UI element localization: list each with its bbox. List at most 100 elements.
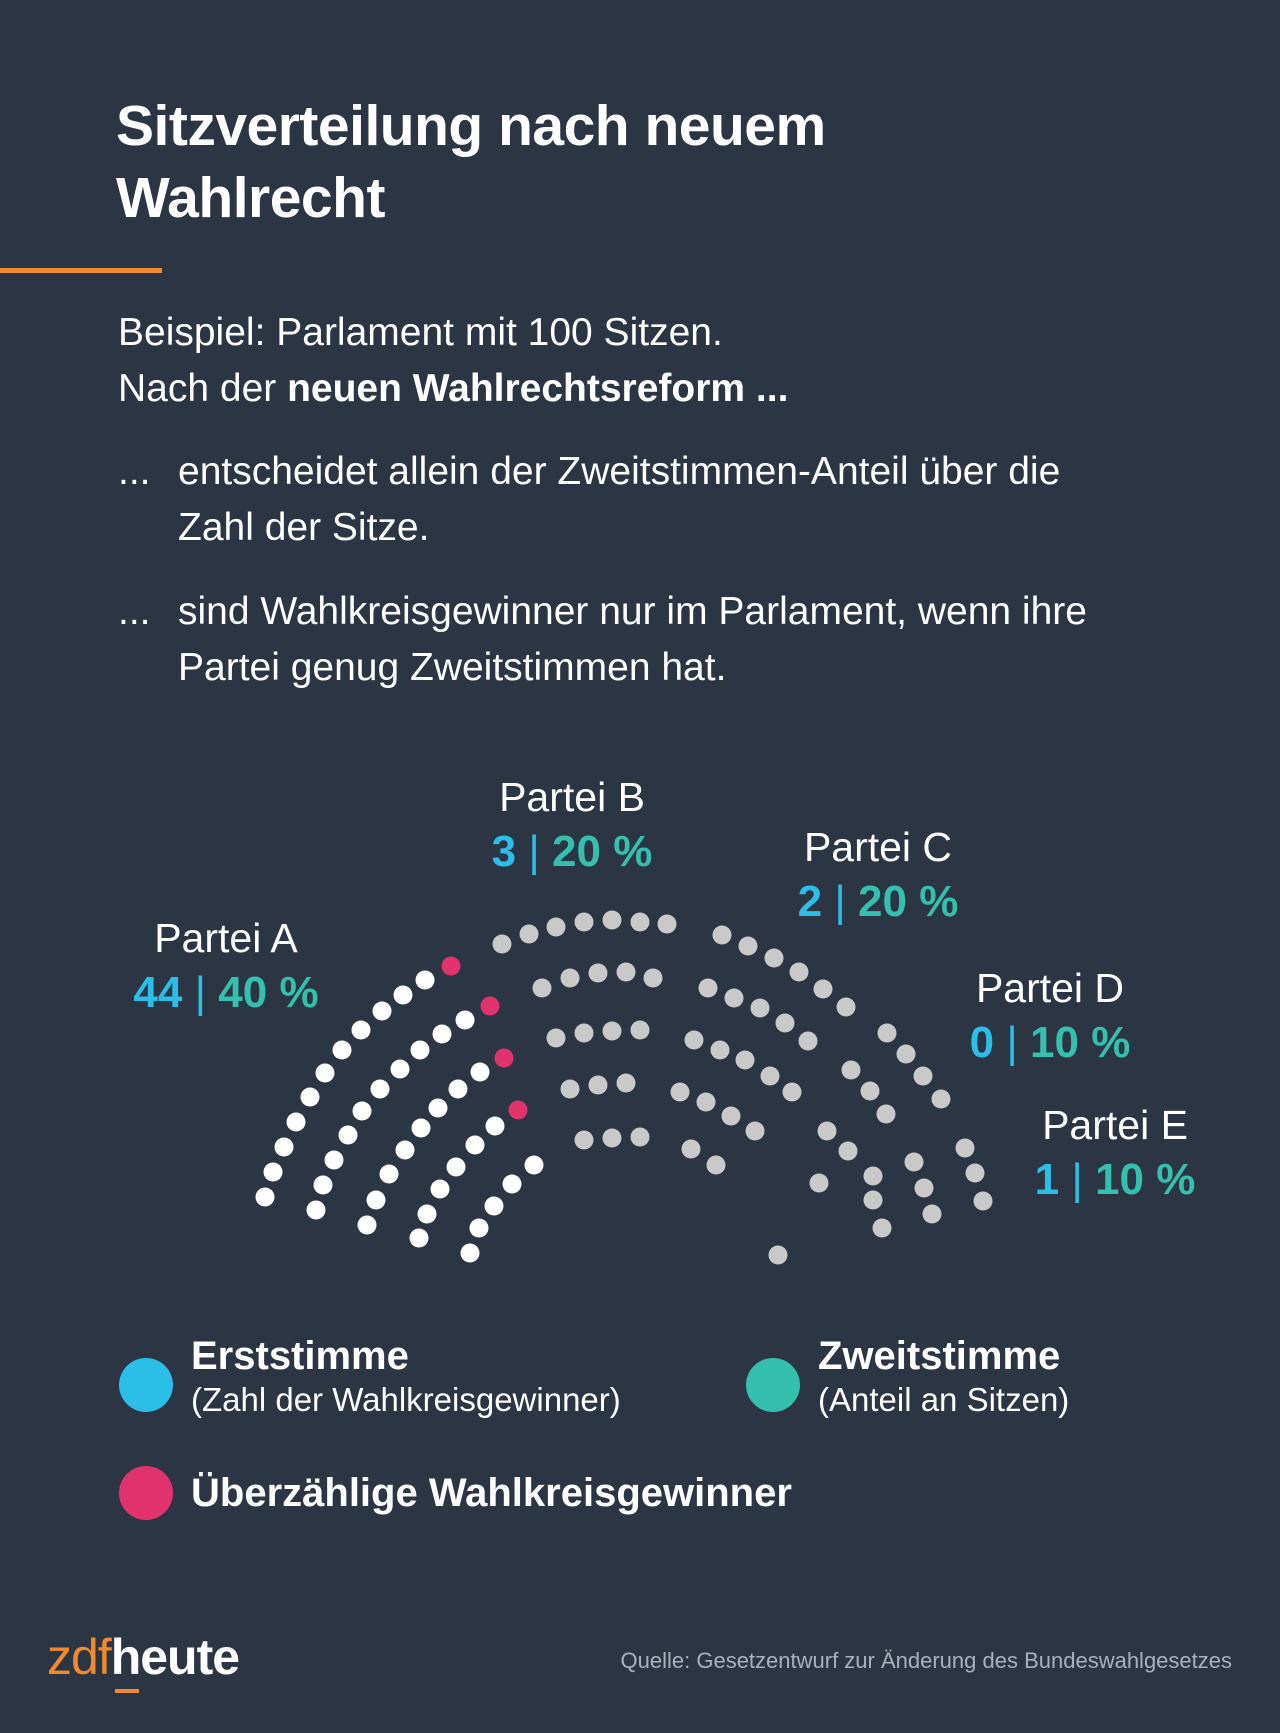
- legend-dot-erststimme: [119, 1358, 173, 1412]
- intro-text: Beispiel: Parlament mit 100 Sitzen. Nach…: [118, 305, 788, 417]
- seat-party-e: [863, 1190, 883, 1210]
- party-label-e: Partei E 1 | 10 %: [995, 1105, 1235, 1202]
- seat-party-e: [904, 1152, 924, 1172]
- seat-party-b: [546, 1028, 566, 1048]
- seat-party-b: [602, 1128, 622, 1148]
- seat-party-e: [914, 1178, 934, 1198]
- party-values: 1 | 10 %: [995, 1158, 1235, 1202]
- seat-party-c: [696, 1092, 716, 1112]
- seat-party-c: [789, 962, 809, 982]
- seat-party-a: [465, 1135, 485, 1155]
- bullet-item: ... entscheidet allein der Zweitstimmen-…: [118, 444, 1128, 556]
- party-label-d: Partei D 0 | 10 %: [930, 968, 1170, 1065]
- seat-party-b: [616, 962, 636, 982]
- seat-party-a: [338, 1125, 358, 1145]
- seat-party-b: [519, 924, 539, 944]
- seat-party-c: [760, 1066, 780, 1086]
- legend-erststimme: Erststimme (Zahl der Wahlkreisgewinner): [119, 1334, 621, 1422]
- seat-party-a: [432, 1024, 452, 1044]
- seat-party-c: [721, 1106, 741, 1126]
- seat-party-c: [813, 979, 833, 999]
- seat-party-b: [602, 910, 622, 930]
- seat-party-a: [300, 1087, 320, 1107]
- seat-party-c: [738, 936, 758, 956]
- separator: |: [194, 968, 207, 1017]
- seat-party-b: [643, 968, 663, 988]
- source-note: Quelle: Gesetzentwurf zur Änderung des B…: [620, 1648, 1232, 1673]
- seat-party-a: [255, 1187, 275, 1207]
- seat-party-a-overhang: [480, 996, 500, 1016]
- zweitstimme-value: 20 %: [552, 827, 653, 876]
- seat-party-b: [630, 912, 650, 932]
- separator: |: [1071, 1155, 1083, 1204]
- seat-party-c: [836, 997, 856, 1017]
- seat-party-b: [574, 912, 594, 932]
- seat-party-a: [379, 1164, 399, 1184]
- seat-party-a: [410, 1040, 430, 1060]
- seat-party-a: [484, 1196, 504, 1216]
- seat-party-c: [798, 1031, 818, 1051]
- legend-title: Zweitstimme: [818, 1334, 1061, 1378]
- seat-party-e: [973, 1191, 993, 1211]
- party-label-a: Partei A 44 | 40 %: [106, 918, 346, 1015]
- party-label-c: Partei C 2 | 20 %: [758, 827, 998, 924]
- seat-party-d: [876, 1104, 896, 1124]
- seat-party-a: [430, 1179, 450, 1199]
- legend-subtitle: (Anteil an Sitzen): [818, 1381, 1070, 1418]
- title-line-2: Wahlrecht: [116, 166, 385, 230]
- seat-party-b: [546, 917, 566, 937]
- logo-zdf: zdf: [47, 1629, 112, 1685]
- seat-party-c: [681, 1139, 701, 1159]
- page-title: Sitzverteilung nach neuem Wahlrecht: [116, 90, 1016, 234]
- party-name: Partei A: [154, 915, 298, 961]
- seat-party-e: [955, 1138, 975, 1158]
- erststimme-value: 0: [969, 1018, 995, 1067]
- party-name: Partei E: [1042, 1102, 1188, 1148]
- party-values: 44 | 40 %: [106, 971, 346, 1015]
- logo-underline: [114, 1689, 139, 1693]
- seat-party-a-overhang: [441, 956, 461, 976]
- party-name: Partei C: [803, 824, 953, 870]
- seat-party-c: [782, 1082, 802, 1102]
- seat-party-c: [710, 1040, 730, 1060]
- seat-party-e: [872, 1218, 892, 1238]
- seat-party-a: [469, 1218, 489, 1238]
- legend-title: Erststimme: [191, 1334, 409, 1378]
- party-name: Partei B: [499, 774, 645, 820]
- seat-party-b: [616, 1073, 636, 1093]
- legend-title: Überzählige Wahlkreisgewinner: [191, 1471, 792, 1515]
- separator: |: [1006, 1018, 1018, 1067]
- seat-party-c: [684, 1030, 704, 1050]
- title-line-1: Sitzverteilung nach neuem: [116, 94, 826, 158]
- seat-party-b: [588, 963, 608, 983]
- seat-party-a-overhang: [494, 1048, 514, 1068]
- seat-party-b: [602, 1021, 622, 1041]
- seat-party-b: [574, 1023, 594, 1043]
- seat-party-c: [745, 1121, 765, 1141]
- party-values: 3 | 20 %: [452, 830, 692, 874]
- zweitstimme-value: 20 %: [858, 877, 959, 926]
- intro-line-1: Beispiel: Parlament mit 100 Sitzen.: [118, 311, 723, 354]
- zweitstimme-value: 40 %: [218, 968, 319, 1017]
- seat-party-c: [712, 925, 732, 945]
- seat-party-a: [286, 1112, 306, 1132]
- seat-party-b: [630, 1127, 650, 1147]
- seat-party-a: [332, 1040, 352, 1060]
- seat-party-a: [524, 1155, 544, 1175]
- seat-party-a: [306, 1200, 326, 1220]
- legend-ueberzaehlig: Überzählige Wahlkreisgewinner: [119, 1466, 792, 1520]
- seat-party-c: [775, 1013, 795, 1033]
- seat-party-a: [395, 1140, 415, 1160]
- seat-party-a: [485, 1116, 505, 1136]
- bullet-text: entscheidet allein der Zweitstimmen-Ante…: [178, 450, 1061, 549]
- seat-party-d: [931, 1089, 951, 1109]
- seat-party-b: [574, 1130, 594, 1150]
- seat-party-a: [470, 1062, 490, 1082]
- seat-party-a: [417, 1204, 437, 1224]
- erststimme-value: 1: [1034, 1155, 1060, 1204]
- bullet-item: ... sind Wahlkreisgewinner nur im Parlam…: [118, 584, 1128, 696]
- seat-party-a: [455, 1010, 475, 1030]
- bullet-text: sind Wahlkreisgewinner nur im Parlament,…: [178, 590, 1087, 689]
- seat-party-d: [877, 1023, 897, 1043]
- seat-party-a: [357, 1215, 377, 1235]
